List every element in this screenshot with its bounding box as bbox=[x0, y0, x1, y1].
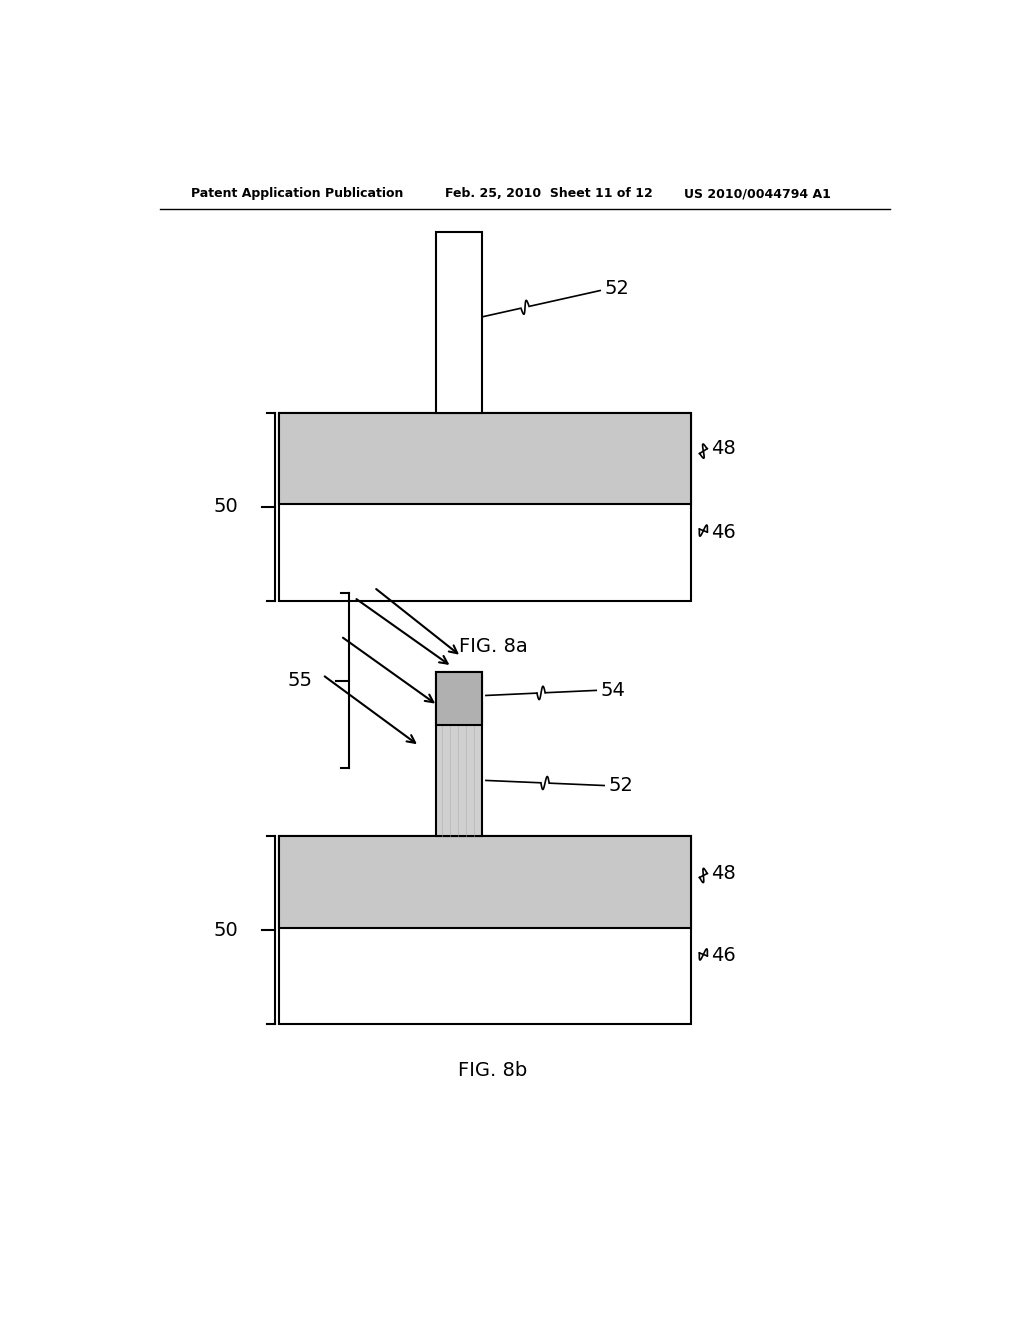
Text: 48: 48 bbox=[712, 863, 736, 883]
Text: 52: 52 bbox=[608, 776, 633, 795]
Text: US 2010/0044794 A1: US 2010/0044794 A1 bbox=[684, 187, 830, 201]
Text: FIG. 8a: FIG. 8a bbox=[459, 636, 527, 656]
Text: 50: 50 bbox=[214, 498, 239, 516]
Text: Feb. 25, 2010  Sheet 11 of 12: Feb. 25, 2010 Sheet 11 of 12 bbox=[445, 187, 653, 201]
Text: 54: 54 bbox=[600, 681, 625, 700]
Text: FIG. 8b: FIG. 8b bbox=[459, 1060, 527, 1080]
Text: 50: 50 bbox=[214, 921, 239, 940]
Text: 46: 46 bbox=[712, 946, 736, 965]
Text: Patent Application Publication: Patent Application Publication bbox=[191, 187, 403, 201]
Text: 55: 55 bbox=[287, 672, 312, 690]
Text: 52: 52 bbox=[604, 279, 629, 298]
Bar bbox=[436, 672, 482, 837]
Bar bbox=[436, 231, 482, 412]
Bar bbox=[279, 413, 691, 504]
Text: 46: 46 bbox=[712, 523, 736, 541]
Text: 48: 48 bbox=[712, 440, 736, 458]
Bar bbox=[279, 837, 691, 928]
Bar bbox=[279, 837, 691, 1024]
Bar bbox=[279, 413, 691, 601]
Bar bbox=[436, 672, 482, 725]
